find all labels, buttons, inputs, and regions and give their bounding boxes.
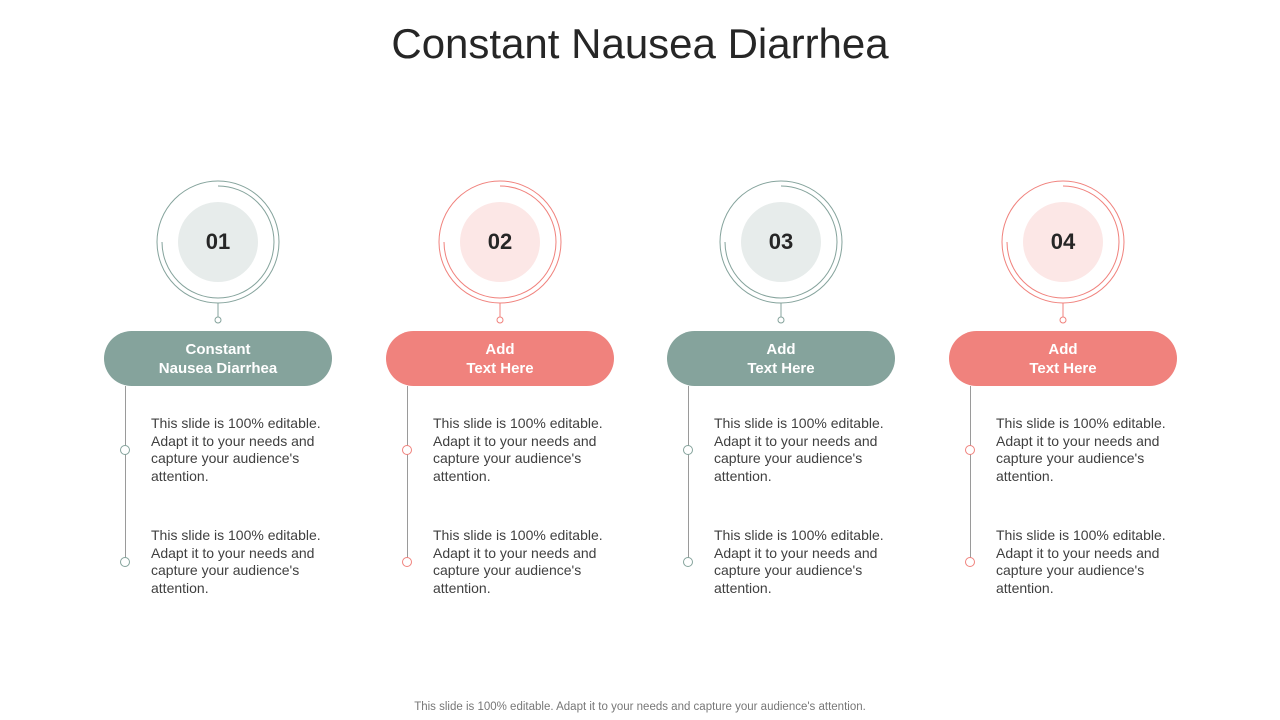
step-description: This slide is 100% editable. Adapt it to… [151,415,321,484]
step-number: 03 [768,229,794,254]
step-heading-line1: Add [1048,340,1078,358]
number-ring-graphic [438,180,562,324]
connector-line [407,386,408,562]
step-heading-line2: Nausea Diarrhea [158,359,278,377]
connector-line [125,386,126,562]
connector-line [970,386,971,562]
step-heading-line2: Text Here [1029,359,1097,377]
step-03: 03 Add Text Here This slide is 100% edit… [667,180,895,610]
step-description: This slide is 100% editable. Adapt it to… [714,527,884,596]
bullet-dot [965,557,975,567]
step-heading-line2: Text Here [466,359,534,377]
connector-line [688,386,689,562]
step-heading-line2: Text Here [747,359,815,377]
step-description: This slide is 100% editable. Adapt it to… [996,415,1166,484]
bullet-dot [402,445,412,455]
bullet-dot [120,445,130,455]
step-number: 01 [205,229,231,254]
step-01: 01 Constant Nausea Diarrhea This slide i… [104,180,332,610]
number-ring-graphic [719,180,843,324]
bullet-dot [965,445,975,455]
step-04: 04 Add Text Here This slide is 100% edit… [949,180,1177,610]
step-heading-pill: Constant Nausea Diarrhea [104,331,332,386]
step-description: This slide is 100% editable. Adapt it to… [433,527,603,596]
step-number: 04 [1050,229,1076,254]
number-ring-graphic [1001,180,1125,324]
step-description: This slide is 100% editable. Adapt it to… [151,527,321,596]
step-description: This slide is 100% editable. Adapt it to… [996,527,1166,596]
footer-note: This slide is 100% editable. Adapt it to… [414,701,866,713]
step-heading-pill: Add Text Here [949,331,1177,386]
step-heading-line1: Constant [185,340,251,358]
step-02: 02 Add Text Here This slide is 100% edit… [386,180,614,610]
step-heading-line1: Add [485,340,515,358]
slide-title: Constant Nausea Diarrhea [391,20,889,67]
bullet-dot [683,557,693,567]
step-heading-pill: Add Text Here [667,331,895,386]
step-heading-line1: Add [766,340,796,358]
step-description: This slide is 100% editable. Adapt it to… [433,415,603,484]
step-description: This slide is 100% editable. Adapt it to… [714,415,884,484]
bullet-dot [120,557,130,567]
bullet-dot [683,445,693,455]
number-ring-graphic [156,180,280,324]
step-heading-pill: Add Text Here [386,331,614,386]
step-number: 02 [487,229,513,254]
bullet-dot [402,557,412,567]
